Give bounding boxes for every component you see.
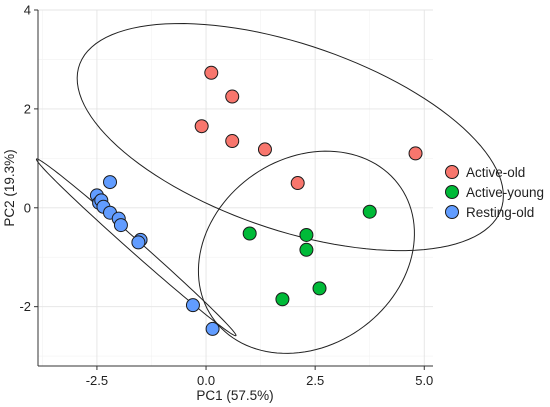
point-resting-old bbox=[113, 218, 128, 233]
legend: Active-old Active-young Resting-old bbox=[445, 165, 544, 220]
x-tick-label: -2.5 bbox=[86, 373, 108, 388]
point-active-old bbox=[408, 146, 423, 161]
axes bbox=[34, 9, 433, 370]
data-points bbox=[89, 65, 423, 336]
point-active-young bbox=[242, 226, 257, 241]
point-resting-old bbox=[185, 298, 200, 313]
point-active-young bbox=[312, 281, 327, 296]
y-tick-label: 2 bbox=[24, 101, 31, 116]
y-tick-label: 0 bbox=[24, 200, 31, 215]
tick-labels: -2.5 0.0 2.5 5.0 -2 0 2 4 bbox=[19, 3, 433, 389]
y-tick-label: 4 bbox=[24, 3, 31, 18]
ellipse-resting-old bbox=[35, 158, 237, 337]
y-tick-label: -2 bbox=[19, 299, 31, 314]
point-active-old bbox=[194, 119, 209, 134]
point-active-young bbox=[299, 242, 314, 257]
legend-label-resting-old: Resting-old bbox=[466, 205, 534, 220]
point-active-young bbox=[275, 292, 290, 307]
ellipse-active-young bbox=[197, 150, 415, 354]
point-active-old bbox=[225, 89, 240, 104]
point-resting-old bbox=[103, 175, 118, 190]
legend-key-active-old bbox=[445, 165, 459, 179]
legend-label-active-old: Active-old bbox=[466, 165, 525, 180]
legend-key-active-young bbox=[445, 185, 459, 199]
confidence-ellipses bbox=[35, 23, 504, 354]
point-active-old bbox=[204, 65, 219, 80]
x-tick-label: 5.0 bbox=[415, 373, 433, 388]
point-active-old bbox=[257, 142, 272, 157]
point-resting-old bbox=[131, 235, 146, 250]
ellipse-active-old bbox=[76, 23, 504, 252]
legend-key-resting-old bbox=[445, 205, 459, 219]
point-active-young bbox=[362, 204, 377, 219]
x-tick-label: 2.5 bbox=[306, 373, 324, 388]
point-active-old bbox=[225, 134, 240, 149]
point-resting-old bbox=[205, 321, 220, 336]
legend-label-active-young: Active-young bbox=[466, 185, 544, 200]
x-tick-label: 0.0 bbox=[197, 373, 215, 388]
y-axis-title: PC2 (19.3%) bbox=[2, 149, 17, 226]
point-active-young bbox=[299, 227, 314, 242]
x-axis-title: PC1 (57.5%) bbox=[196, 388, 273, 403]
point-active-old bbox=[290, 176, 305, 191]
